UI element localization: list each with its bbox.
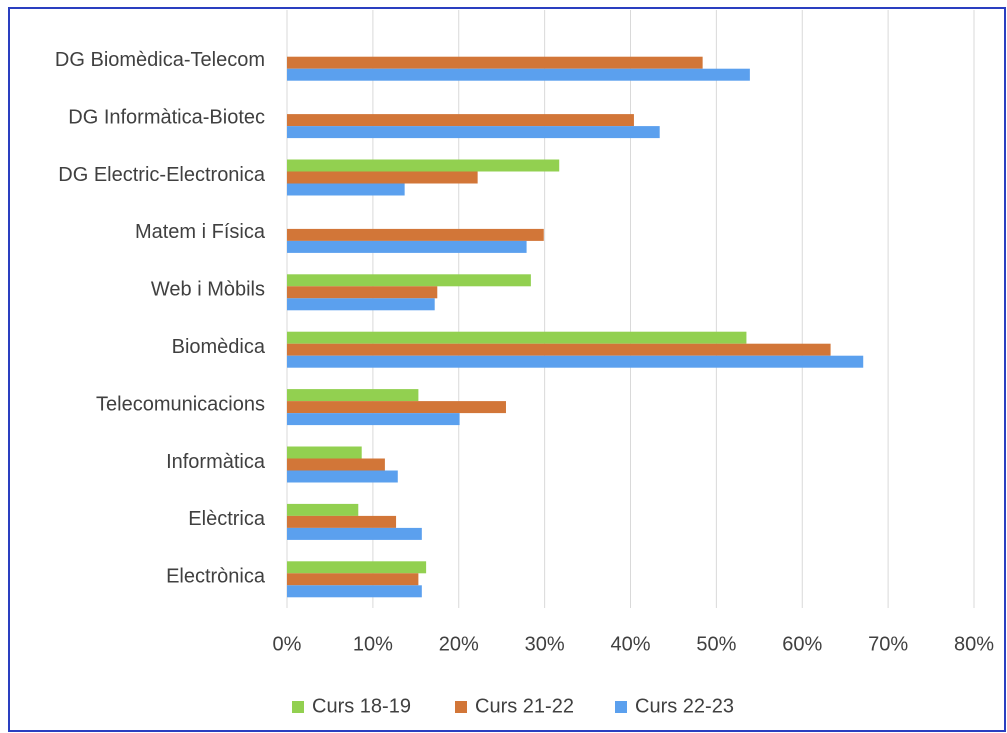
x-tick-label: 60% [782,633,822,655]
bar [287,159,560,172]
y-tick-label: Electrònica [166,566,266,588]
legend-label: Curs 22-23 [635,695,734,717]
x-tick-label: 50% [696,633,736,655]
legend-swatch [615,701,627,713]
bar [287,68,750,81]
bar [287,286,438,299]
bar [287,171,478,184]
bar [287,573,419,586]
bar [287,343,831,356]
bar [287,240,527,253]
bar [287,298,435,311]
bar [287,470,398,483]
bar [287,458,385,471]
bar [287,355,864,368]
x-tick-label: 30% [525,633,565,655]
legend-label: Curs 21-22 [475,695,574,717]
x-tick-label: 40% [610,633,650,655]
bar [287,183,405,196]
x-tick-label: 80% [954,633,994,655]
y-tick-label: Matem i Física [135,221,266,243]
y-tick-label: DG Biomèdica-Telecom [55,49,265,71]
bar [287,413,460,426]
bar [287,561,427,574]
y-tick-label: DG Informàtica-Biotec [68,106,265,128]
bar [287,446,362,459]
y-tick-label: Elèctrica [188,508,266,530]
bar [287,114,634,127]
y-tick-label: Web i Mòbils [151,279,265,301]
bar [287,274,531,287]
bar [287,401,506,414]
y-tick-label: Biomèdica [172,336,266,358]
x-tick-label: 10% [353,633,393,655]
bar [287,515,397,528]
bar [287,228,544,241]
bar [287,126,660,139]
bar [287,585,422,598]
bar [287,56,703,69]
y-tick-label: DG Electric-Electronica [58,164,266,186]
x-tick-label: 20% [439,633,479,655]
bar [287,503,359,516]
x-tick-label: 70% [868,633,908,655]
y-tick-label: Telecomunicacions [96,393,265,415]
x-tick-label: 0% [273,633,302,655]
bar [287,389,419,402]
bar [287,331,747,344]
y-tick-label: Informàtica [166,451,266,473]
legend-swatch [292,701,304,713]
bar [287,527,422,540]
legend-label: Curs 18-19 [312,695,411,717]
legend-swatch [455,701,467,713]
